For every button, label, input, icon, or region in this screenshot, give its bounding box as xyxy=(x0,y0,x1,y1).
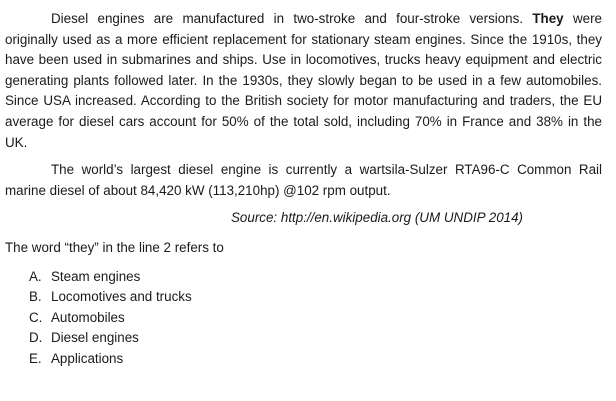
passage-p1-rest: were originally used as a more efficient… xyxy=(5,11,602,150)
option-label: Locomotives and trucks xyxy=(51,289,192,305)
highlighted-word-they: They xyxy=(532,11,564,26)
option-e[interactable]: E. Applications xyxy=(5,349,602,370)
option-letter: C. xyxy=(29,309,43,325)
passage-p1-start: Diesel engines are manufactured in two-s… xyxy=(51,11,533,26)
option-b[interactable]: B. Locomotives and trucks xyxy=(5,287,602,308)
option-letter: A. xyxy=(29,268,42,284)
answer-options: A. Steam engines B. Locomotives and truc… xyxy=(5,267,602,370)
option-d[interactable]: D. Diesel engines xyxy=(5,328,602,349)
option-label: Diesel engines xyxy=(51,330,139,346)
option-letter: B. xyxy=(29,289,42,305)
option-a[interactable]: A. Steam engines xyxy=(5,267,602,288)
option-letter: E. xyxy=(29,350,42,366)
option-letter: D. xyxy=(29,330,43,346)
passage-paragraph-1: Diesel engines are manufactured in two-s… xyxy=(5,9,602,153)
source-citation: Source: http://en.wikipedia.org (UM UNDI… xyxy=(231,210,523,226)
passage-paragraph-2: The world’s largest diesel engine is cur… xyxy=(5,162,602,198)
option-c[interactable]: C. Automobiles xyxy=(5,308,602,329)
option-label: Applications xyxy=(51,350,124,366)
option-label: Steam engines xyxy=(51,268,141,284)
question-text: The word “they” in the line 2 refers to xyxy=(5,239,224,255)
option-label: Automobiles xyxy=(51,309,125,325)
